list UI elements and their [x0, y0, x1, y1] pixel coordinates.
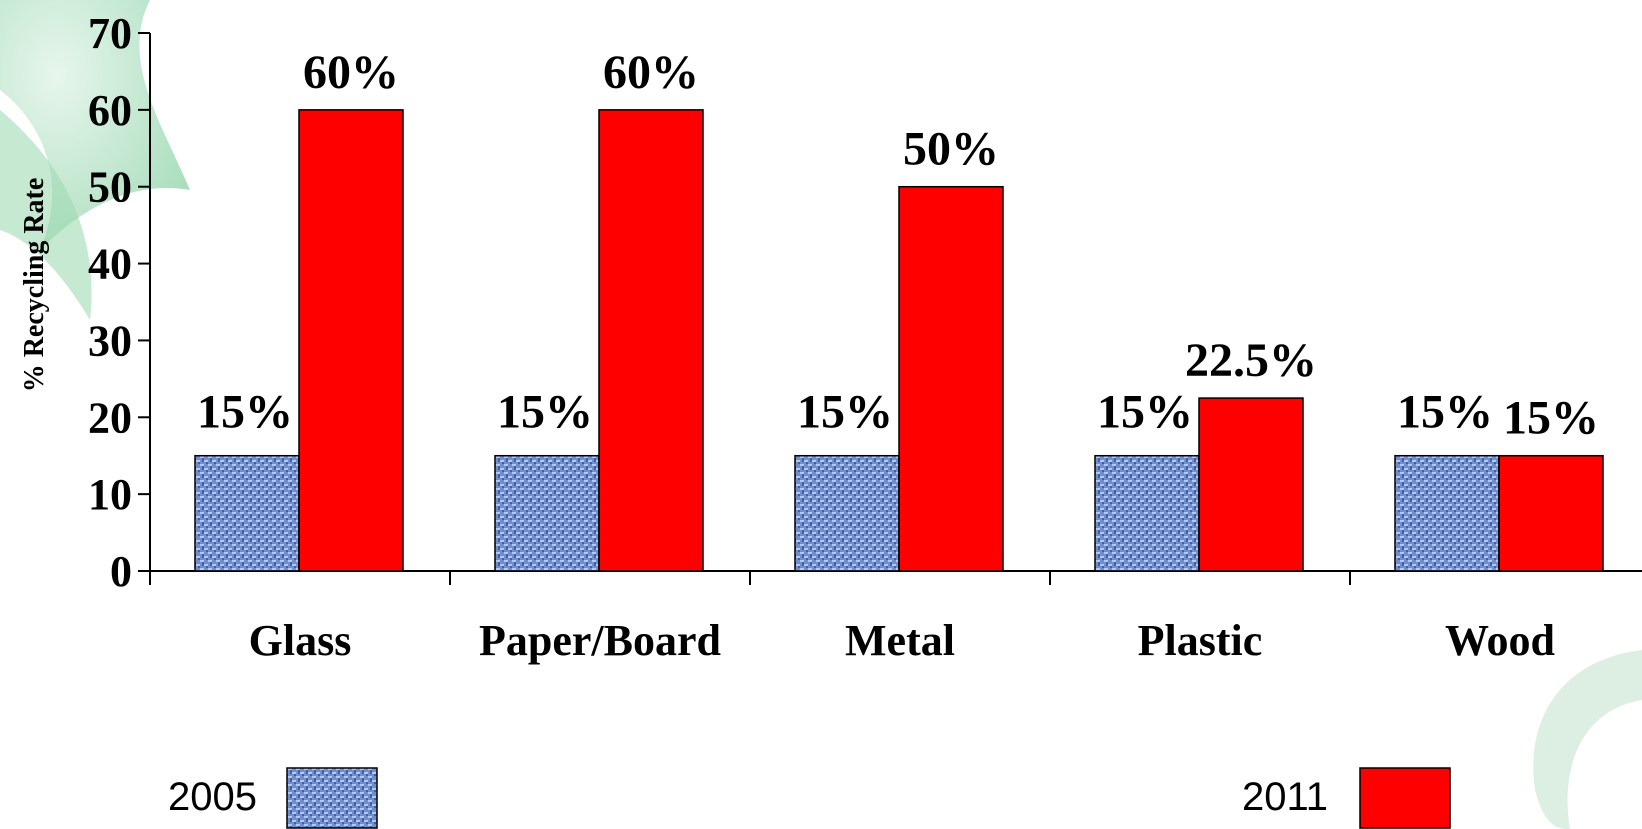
- data-label: 22.5%: [1185, 334, 1317, 387]
- y-tick-label: 70: [88, 9, 132, 58]
- x-category-label: Glass: [249, 616, 352, 665]
- data-labels: 15%60%15%60%15%50%15%22.5%15% 15%: [197, 46, 1599, 445]
- bar-2005-paper-board: [494, 454, 600, 572]
- legend: 2005 2011: [168, 767, 1451, 829]
- y-tick-label: 50: [88, 163, 132, 212]
- bars: [194, 109, 1604, 572]
- data-label: 15%: [197, 386, 293, 439]
- legend-swatch: [1359, 767, 1451, 829]
- data-label: 50%: [903, 123, 999, 176]
- bar-2011-paper-board: [598, 109, 704, 572]
- y-tick-label: 40: [88, 240, 132, 289]
- x-category-label: Plastic: [1138, 616, 1263, 665]
- y-tick-label: 20: [88, 393, 132, 442]
- data-label: 15%: [1397, 386, 1493, 439]
- y-tick-label: 0: [110, 547, 132, 596]
- bar-2005-glass: [194, 454, 300, 572]
- y-axis-title: % Recycling Rate: [19, 178, 50, 393]
- legend-label: 2011: [1242, 775, 1328, 819]
- data-label: 60%: [303, 46, 399, 99]
- bar-2011-glass: [298, 109, 404, 572]
- leaf-shape-left: [0, 110, 92, 320]
- bar-2005-plastic: [1094, 454, 1200, 572]
- data-label: 15%: [1503, 392, 1599, 445]
- x-category-label: Paper/Board: [479, 616, 721, 665]
- legend-swatch: [286, 767, 378, 829]
- data-label: 15%: [1097, 386, 1193, 439]
- x-category-label: Metal: [845, 616, 955, 665]
- data-label: 15%: [797, 386, 893, 439]
- data-label: 60%: [603, 46, 699, 99]
- y-tick-label: 30: [88, 316, 132, 365]
- bar-2011-metal: [898, 185, 1004, 572]
- bar-2011-wood: [1498, 454, 1604, 572]
- y-tick-label: 60: [88, 86, 132, 135]
- bar-2011-plastic: [1198, 397, 1304, 572]
- x-category-label: Wood: [1445, 616, 1555, 665]
- ring-shape-bottom-right: [1533, 650, 1642, 829]
- legend-label: 2005: [168, 775, 257, 819]
- bar-2005-metal: [794, 454, 900, 572]
- bar-2005-wood: [1394, 454, 1500, 572]
- data-label: 15%: [497, 386, 593, 439]
- y-tick-label: 10: [88, 470, 132, 519]
